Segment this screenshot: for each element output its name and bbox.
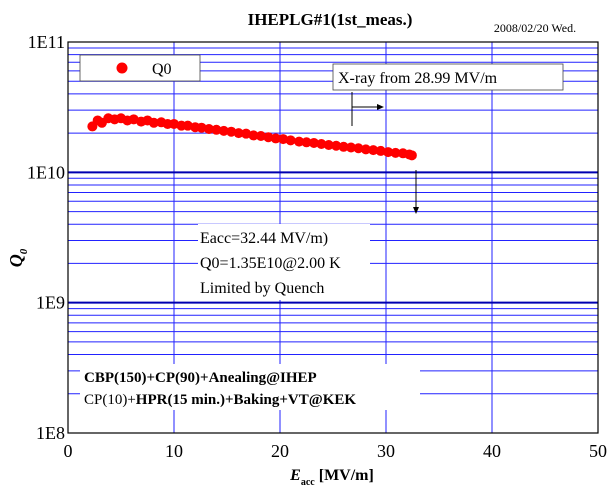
process-line-2-normal: CP(10)+ [84,392,136,408]
chart-title: IHEPLG#1(1st_meas.) [248,10,413,29]
xray-annotation: X-ray from 28.99 MV/m [332,63,564,126]
data-point [203,124,214,135]
data-point [211,124,222,135]
y-tick-label: 1E8 [36,423,65,443]
y-axis-label: Q0 [6,248,30,267]
y-axis-label-main: Q [6,254,26,267]
xray-label-box [332,63,564,91]
data-point [285,135,296,146]
data-point [182,120,193,131]
legend-box [79,54,201,82]
data-point [323,140,334,151]
data-point [338,141,349,152]
data-point [331,140,342,151]
data-point [390,147,401,158]
data-point [346,142,357,153]
data-point [278,134,289,145]
data-point [308,137,319,148]
data-point [383,147,394,158]
process-line-1: CBP(150)+CP(90)+Anealing@IHEP [84,370,317,386]
y-tick-label: 1E11 [28,32,65,52]
data-point [148,117,159,128]
x-tick-label: 30 [377,441,395,461]
plot-frame [67,41,599,434]
process-line-2: CP(10)+HPR(15 min.)+Baking+VT@KEK [84,392,356,408]
x-axis-label-main: E [289,467,301,484]
process-annotation: CBP(150)+CP(90)+Anealing@IHEP CP(10)+HPR… [80,364,420,410]
xray-arrow-head [377,104,384,110]
data-point [353,143,364,154]
result-limit: Limited by Quench [200,280,324,297]
result-annotation: Eacc=32.44 MV/m) Q0=1.35E10@2.00 K Limit… [198,224,370,300]
x-tick-label: 20 [271,441,289,461]
process-line-2-bold: HPR(15 min.)+Baking+VT@KEK [136,392,357,408]
x-tick-label: 0 [64,441,73,461]
data-point [301,137,312,148]
legend-label: Q0 [152,61,172,78]
quench-marker [413,170,419,214]
x-tick-label: 50 [589,441,607,461]
data-point [375,145,386,156]
legend: Q0 [79,54,201,82]
data-point [406,150,417,161]
measurement-date: 2008/02/20 Wed. [494,21,576,35]
data-point [294,136,305,147]
data-point [218,125,229,136]
result-box [198,224,370,300]
y-axis-label-sub: 0 [18,248,30,254]
y-tick-label: 1E9 [36,293,65,313]
process-box [80,364,420,410]
data-point [368,145,379,156]
y-tick-labels: 1E8 1E9 1E10 1E11 [27,32,65,443]
x-tick-label: 10 [165,441,183,461]
data-point [196,122,207,133]
x-axis-label-sub: acc [301,477,315,488]
x-tick-labels: 0 10 20 30 40 50 [64,441,608,461]
data-points [87,113,417,161]
data-point [233,128,244,139]
result-eacc: Eacc=32.44 MV/m) [200,230,328,247]
x-tick-label: 40 [483,441,501,461]
data-point [255,131,266,142]
data-point [270,133,281,144]
y-tick-label: 1E10 [27,162,65,182]
data-point [263,132,274,143]
data-point [226,126,237,137]
data-point [316,138,327,149]
data-point [248,130,259,141]
result-q0: Q0=1.35E10@2.00 K [200,255,341,272]
data-point [360,144,371,155]
x-axis-label-unit: [MV/m] [315,467,374,484]
xray-label: X-ray from 28.99 MV/m [338,70,498,87]
legend-marker [116,62,128,74]
x-axis-label: Eacc [MV/m] [289,467,374,488]
quench-marker-arrow [413,207,419,214]
